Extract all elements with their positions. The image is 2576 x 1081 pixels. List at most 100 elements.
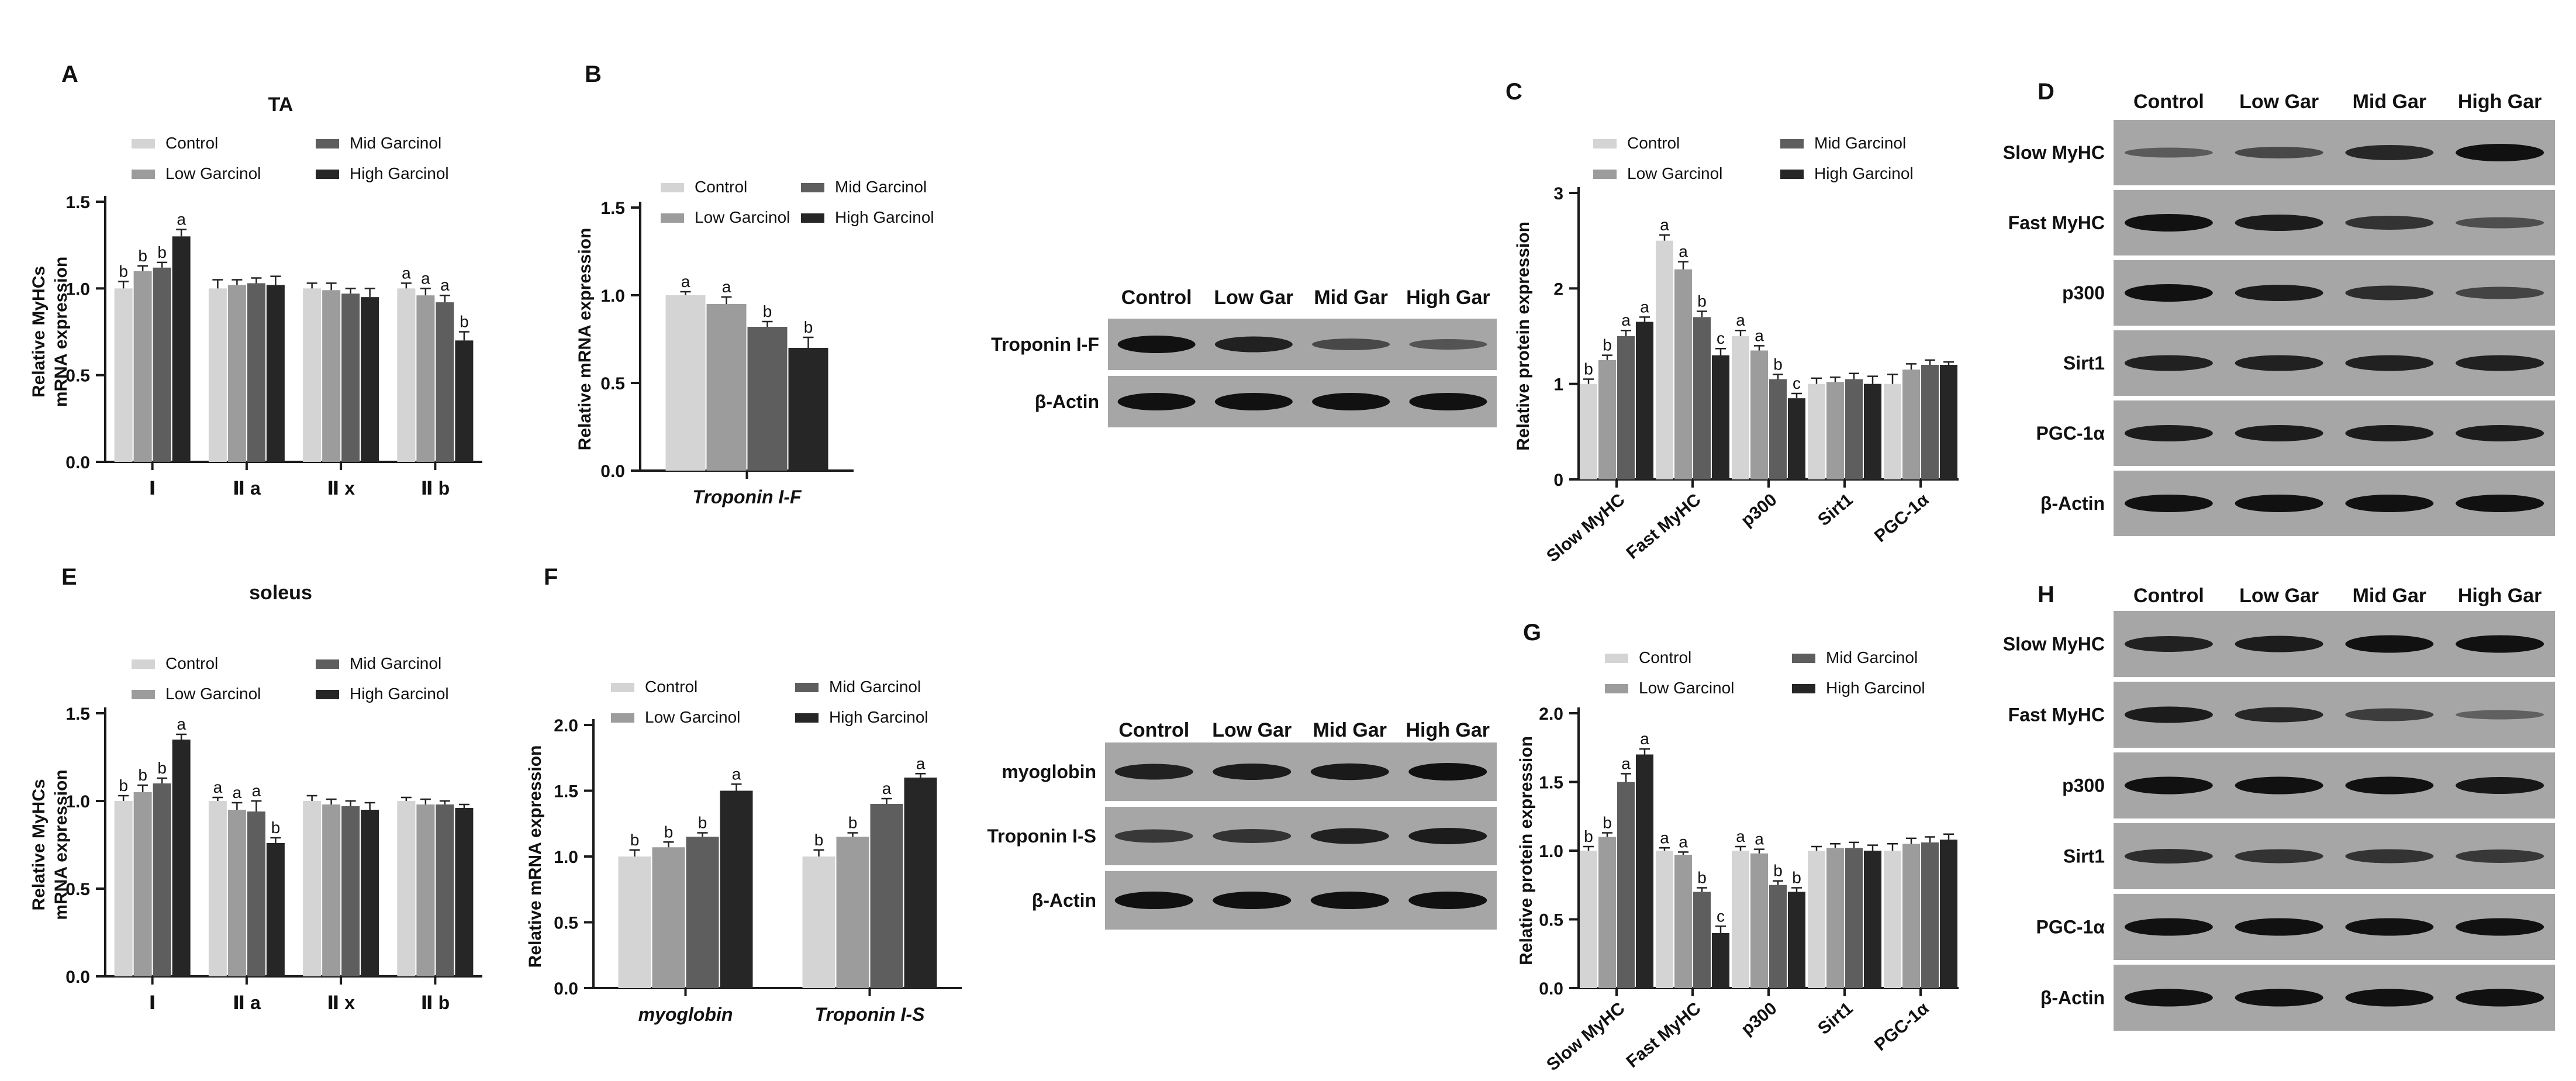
- blot-lane-header: High Gar: [1406, 719, 1490, 741]
- blot-band: [2235, 285, 2323, 301]
- bar: [1940, 840, 1957, 988]
- bar: [1693, 892, 1711, 988]
- blot-band: [2456, 777, 2544, 794]
- significance-label: a: [440, 276, 450, 294]
- blot-band: [1409, 339, 1487, 350]
- legend-label: Low Garcinol: [1627, 164, 1722, 182]
- y-tick-label: 1.5: [1539, 773, 1563, 793]
- blot-row-label: Sirt1: [2063, 353, 2105, 374]
- y-tick-label: 0.0: [554, 979, 578, 999]
- legend-label: Control: [695, 178, 747, 196]
- legend-label: Mid Garcinol: [829, 678, 921, 696]
- legend-label: High Garcinol: [350, 164, 449, 182]
- western-blot-F-blot: Control Low Gar Mid Gar High Gar myoglobin Tr…: [987, 719, 1497, 930]
- significance-label: a: [1621, 311, 1631, 329]
- legend-swatch: [132, 690, 155, 699]
- blot-band: [1408, 892, 1487, 909]
- significance-label: a: [421, 269, 430, 287]
- legend-label: Low Garcinol: [645, 708, 740, 726]
- blot-band: [1213, 829, 1292, 843]
- blot-row-label: β-Actin: [2040, 493, 2105, 514]
- blot-band: [2235, 636, 2323, 652]
- y-tick-label: 2.0: [554, 716, 578, 735]
- bar: [266, 843, 285, 976]
- y-tick-label: 1.0: [600, 286, 625, 306]
- legend-label: High Garcinol: [1826, 679, 1925, 697]
- blot-lane-header: Low Gar: [2239, 585, 2319, 607]
- blot-band: [2345, 776, 2434, 795]
- significance-label: a: [233, 783, 242, 802]
- significance-label: b: [848, 814, 858, 832]
- blot-lane-header: Control: [1118, 719, 1189, 741]
- significance-label: a: [916, 754, 926, 772]
- y-tick-label: 1.5: [554, 782, 578, 802]
- legend-label: Control: [165, 134, 218, 152]
- x-tick-label: Ⅱ b: [421, 992, 450, 1013]
- y-tick-label: 1.5: [65, 704, 90, 724]
- legend-swatch: [801, 183, 824, 192]
- blot-band: [1114, 892, 1193, 909]
- blot-band: [2124, 989, 2213, 1007]
- blot-row-label: p300: [2062, 282, 2105, 303]
- significance-label: b: [1584, 827, 1593, 845]
- y-axis-label: Relative MyHCs: [29, 266, 49, 398]
- bar: [1693, 317, 1711, 479]
- y-tick-label: 0.5: [554, 914, 578, 933]
- y-tick-label: 0.5: [1539, 911, 1563, 930]
- bar: [322, 290, 341, 462]
- bar: [361, 810, 379, 976]
- blot-band: [2456, 425, 2544, 441]
- legend-swatch: [316, 659, 339, 669]
- x-axis-label: Troponin I-F: [692, 486, 802, 507]
- blot-lane-header: Control: [2133, 91, 2204, 113]
- significance-label: b: [1773, 355, 1783, 373]
- bar: [1674, 855, 1692, 988]
- blot-row-label: Troponin I-S: [987, 826, 1096, 847]
- bar: [788, 348, 828, 471]
- legend-label: Control: [1639, 648, 1691, 666]
- significance-label: a: [1736, 827, 1745, 845]
- bar: [1712, 355, 1729, 479]
- bar: [341, 293, 360, 462]
- y-tick-label: 2: [1553, 279, 1563, 299]
- blot-lane-header: Low Gar: [1212, 719, 1292, 741]
- blot-band: [2124, 706, 2213, 723]
- y-tick-label: 1.5: [600, 199, 625, 218]
- legend-swatch: [1605, 654, 1628, 663]
- legend-swatch: [316, 690, 339, 699]
- blot-lane-header: Control: [2133, 585, 2204, 607]
- blot-band: [2345, 425, 2434, 441]
- legend-swatch: [661, 183, 684, 192]
- significance-label: a: [252, 782, 261, 800]
- bar: [1674, 269, 1692, 479]
- significance-label: c: [1717, 329, 1725, 347]
- legend-swatch: [1780, 139, 1804, 148]
- blot-band: [1310, 828, 1389, 844]
- y-tick-label: 1.5: [65, 193, 90, 212]
- legend-swatch: [1605, 684, 1628, 693]
- bar: [114, 288, 133, 462]
- blot-band: [2124, 636, 2213, 652]
- bar: [455, 808, 474, 976]
- blot-band: [2345, 216, 2434, 230]
- blot-band: [2456, 849, 2544, 863]
- bar: [1788, 398, 1805, 479]
- significance-label: a: [1755, 326, 1764, 344]
- legend-label: Mid Garcinol: [835, 178, 927, 196]
- blot-band: [2124, 918, 2213, 936]
- blot-band: [1310, 763, 1389, 780]
- bar: [1826, 382, 1844, 479]
- bar: [1769, 885, 1787, 988]
- blot-band: [1117, 336, 1196, 353]
- blot-band: [2124, 425, 2213, 441]
- bar: [247, 283, 265, 462]
- bar: [303, 288, 322, 462]
- significance-label: b: [804, 318, 813, 336]
- western-blot-H: Control Low Gar Mid Gar High Gar Slow MyHC Fa…: [2003, 585, 2555, 1031]
- legend-swatch: [1792, 684, 1815, 693]
- bar: [416, 295, 435, 462]
- blot-band: [1312, 393, 1390, 410]
- bar: [1921, 365, 1939, 479]
- bar: [1732, 336, 1749, 479]
- blot-band: [1214, 336, 1293, 353]
